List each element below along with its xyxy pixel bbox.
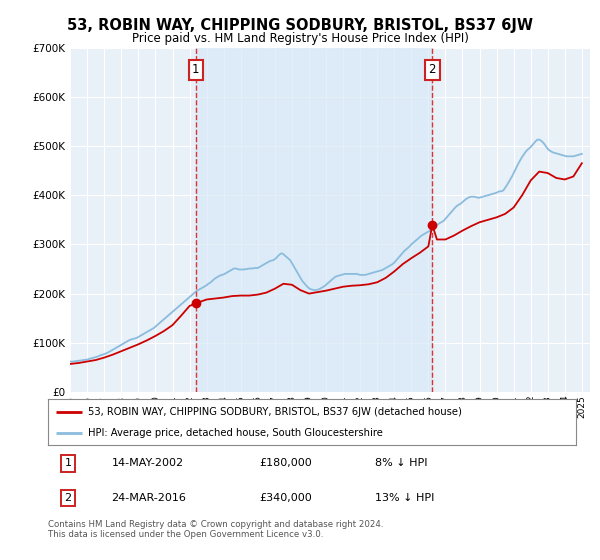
Text: Price paid vs. HM Land Registry's House Price Index (HPI): Price paid vs. HM Land Registry's House …: [131, 32, 469, 45]
Text: 8% ↓ HPI: 8% ↓ HPI: [376, 459, 428, 468]
Text: 2: 2: [428, 63, 436, 76]
Text: £180,000: £180,000: [259, 459, 312, 468]
Text: 13% ↓ HPI: 13% ↓ HPI: [376, 493, 435, 503]
Bar: [196, 48, 432, 392]
Text: 53, ROBIN WAY, CHIPPING SODBURY, BRISTOL, BS37 6JW: 53, ROBIN WAY, CHIPPING SODBURY, BRISTOL…: [67, 18, 533, 33]
Text: £340,000: £340,000: [259, 493, 312, 503]
Text: 1: 1: [192, 63, 200, 76]
Text: 14-MAY-2002: 14-MAY-2002: [112, 459, 184, 468]
Text: Contains HM Land Registry data © Crown copyright and database right 2024.
This d: Contains HM Land Registry data © Crown c…: [48, 520, 383, 539]
Text: 53, ROBIN WAY, CHIPPING SODBURY, BRISTOL, BS37 6JW (detached house): 53, ROBIN WAY, CHIPPING SODBURY, BRISTOL…: [88, 407, 461, 417]
Text: 24-MAR-2016: 24-MAR-2016: [112, 493, 186, 503]
Text: HPI: Average price, detached house, South Gloucestershire: HPI: Average price, detached house, Sout…: [88, 428, 382, 438]
Text: 2: 2: [65, 493, 71, 503]
Text: 1: 1: [65, 459, 71, 468]
